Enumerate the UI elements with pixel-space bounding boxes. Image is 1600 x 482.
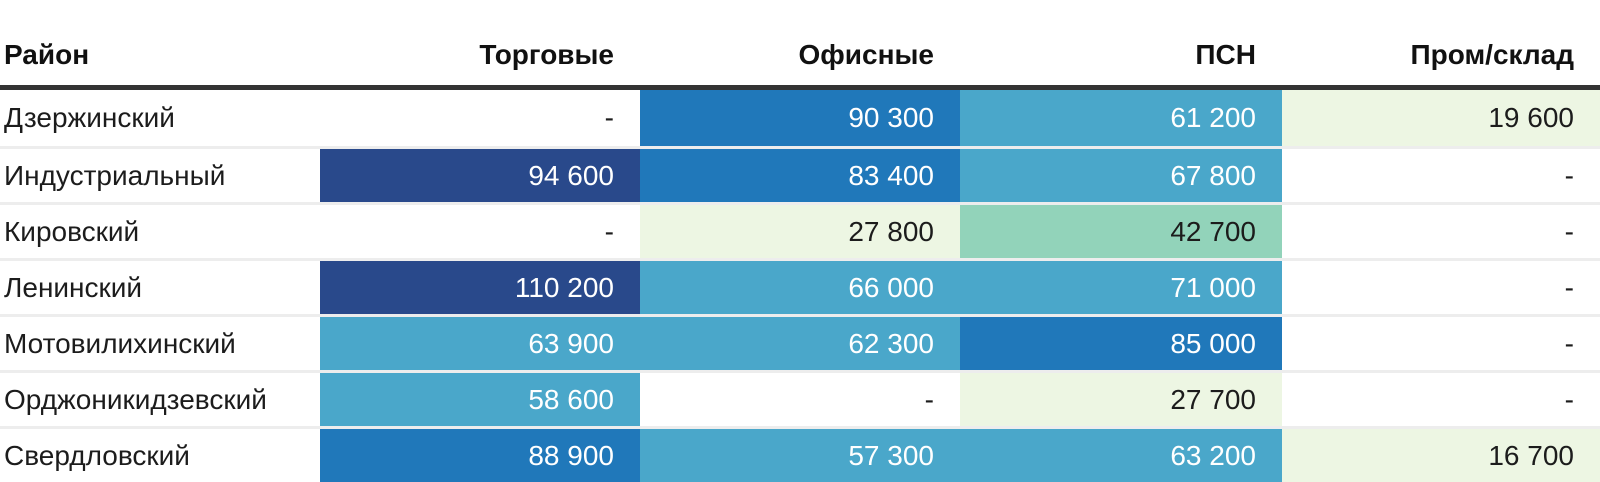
table-body: Дзержинский -90 300 61 200 19 600 Индустриал… (0, 90, 1600, 482)
col-header-industrial: Пром/склад (1410, 39, 1574, 70)
district-name: Дзержинский (4, 102, 175, 133)
value-cell-office: - (640, 373, 960, 426)
district-name: Ленинский (4, 271, 143, 303)
value-cell-retail: - (320, 90, 640, 146)
col-header-office: Офисные (798, 39, 934, 70)
value-cell-psn: 63 200 (960, 429, 1282, 482)
table-row: Кировский -27 800 42 700- (0, 202, 1600, 258)
value-cell-office: 57 300 (640, 429, 960, 482)
value-cell-office: 27 800 (640, 205, 960, 258)
table-row: Дзержинский -90 300 61 200 19 600 (0, 90, 1600, 146)
value-cell-office: 90 300 (640, 90, 960, 146)
table-row: Индустриальный 94 600 83 400 67 800- (0, 146, 1600, 202)
value-cell-psn: 71 000 (960, 261, 1282, 314)
value-cell-industrial: - (1282, 317, 1600, 370)
col-header-retail: Торговые (479, 39, 614, 70)
value-cell-psn: 27 700 (960, 373, 1282, 426)
value-cell-retail: 110 200 (320, 261, 640, 314)
value-cell-industrial: - (1282, 149, 1600, 202)
value-cell-industrial: 16 700 (1282, 429, 1600, 482)
value-cell-industrial: 19 600 (1282, 90, 1600, 146)
value-cell-retail: 63 900 (320, 317, 640, 370)
value-cell-psn: 42 700 (960, 205, 1282, 258)
district-name: Кировский (4, 215, 140, 247)
value-cell-office: 66 000 (640, 261, 960, 314)
col-header-psn: ПСН (1195, 39, 1256, 70)
header-row: Район Торговые Офисные ПСН Пром/склад (0, 0, 1600, 90)
district-name: Индустриальный (4, 159, 226, 191)
value-cell-office: 83 400 (640, 149, 960, 202)
value-cell-retail: 94 600 (320, 149, 640, 202)
value-cell-industrial: - (1282, 261, 1600, 314)
district-name: Орджоникидзевский (4, 383, 267, 415)
value-cell-retail: - (320, 205, 640, 258)
value-cell-office: 62 300 (640, 317, 960, 370)
value-cell-industrial: - (1282, 205, 1600, 258)
value-cell-industrial: - (1282, 373, 1600, 426)
table-row: Свердловский 88 900 57 300 63 200 16 700 (0, 426, 1600, 482)
value-cell-psn: 61 200 (960, 90, 1282, 146)
value-cell-psn: 67 800 (960, 149, 1282, 202)
district-name: Мотовилихинский (4, 327, 236, 359)
value-cell-retail: 88 900 (320, 429, 640, 482)
value-cell-retail: 58 600 (320, 373, 640, 426)
table-row: Ленинский 110 200 66 000 71 000- (0, 258, 1600, 314)
table-row: Орджоникидзевский 58 600-27 700- (0, 370, 1600, 426)
value-cell-psn: 85 000 (960, 317, 1282, 370)
district-name: Свердловский (4, 439, 190, 471)
col-header-district: Район (4, 39, 90, 70)
table-row: Мотовилихинский 63 900 62 300 85 000- (0, 314, 1600, 370)
